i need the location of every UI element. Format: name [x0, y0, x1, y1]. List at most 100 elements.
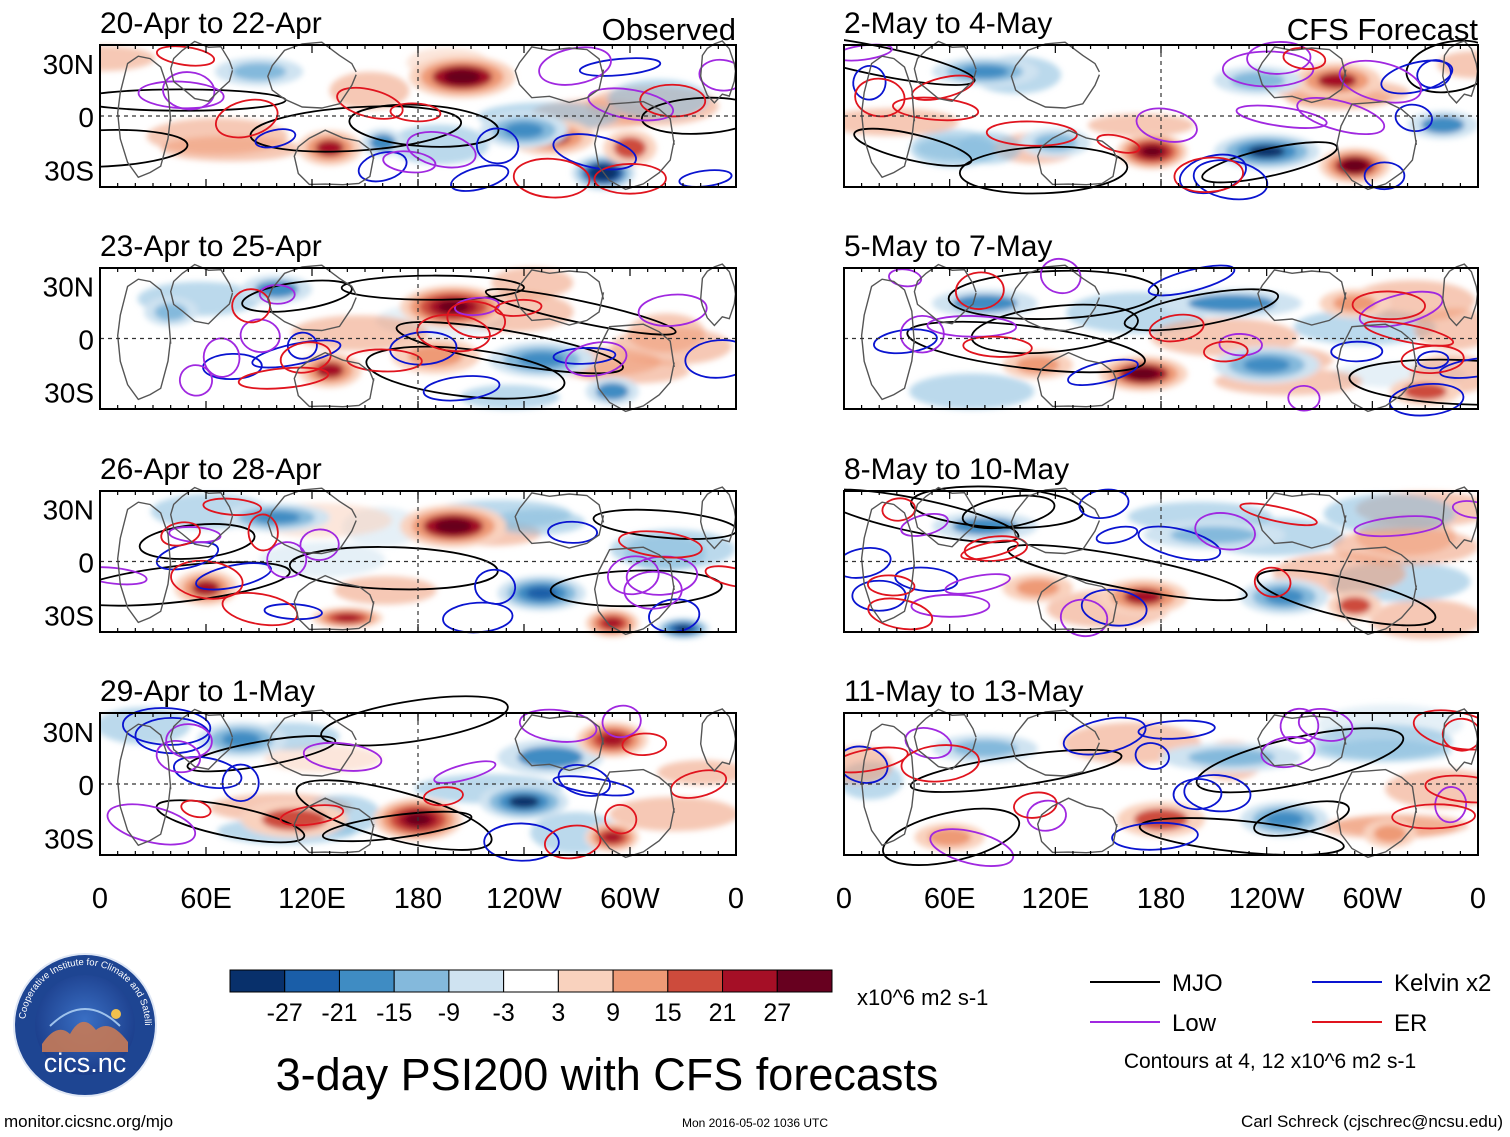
coastline: [860, 55, 916, 179]
contour-low: [1246, 41, 1312, 75]
contour-kelvin: [1095, 525, 1139, 545]
contour-kelvin: [1363, 161, 1406, 191]
panel-date-label: 8-May to 10-May: [844, 453, 1069, 486]
contour-low: [888, 268, 923, 288]
coastline: [593, 546, 675, 636]
coastlines: [116, 708, 736, 859]
y-tick-label: 30N: [43, 49, 94, 80]
contour-er: [618, 530, 703, 559]
colorbar-tick-label: 21: [709, 999, 737, 1027]
colorbar-swatch: [229, 969, 286, 993]
coastline: [267, 41, 357, 109]
colorbar-tick-label: -3: [493, 999, 515, 1027]
coastline: [1036, 797, 1118, 854]
contour-er: [1173, 156, 1244, 194]
contour-er: [1424, 774, 1478, 804]
contour-low: [1279, 707, 1320, 745]
contour-kelvin: [195, 562, 272, 591]
coastline: [1257, 46, 1347, 104]
psi-anomaly-bg: [333, 576, 437, 605]
contour-kelvin: [286, 331, 318, 360]
colorbar: -27 -21 -15 -9 -3 3 9 15 21 27: [229, 969, 833, 1027]
contour-er: [985, 120, 1078, 147]
psi-anomaly: [1230, 71, 1285, 90]
coastline: [1010, 709, 1101, 777]
colorbar-swatch: [284, 969, 340, 993]
contour-low: [1218, 333, 1263, 357]
contours: [178, 274, 736, 402]
coastline: [169, 263, 234, 325]
contour-kelvin: [122, 707, 212, 746]
footer-url[interactable]: monitor.cicsnc.org/mjo: [4, 1112, 173, 1131]
panel-date-label: 11-May to 13-May: [844, 675, 1084, 708]
x-tick-label: 0: [836, 883, 852, 915]
contour-low: [433, 760, 497, 784]
contour-low: [1235, 104, 1328, 129]
y-tick-label: 30N: [43, 717, 94, 748]
contour-low: [944, 573, 1011, 595]
x-tick-label: 120E: [1021, 883, 1089, 915]
x-tick-label: 180: [394, 883, 442, 915]
x-tick-label: 120W: [1229, 883, 1305, 915]
psi-anomaly: [1248, 145, 1286, 158]
contour-er: [1013, 791, 1058, 819]
psi-anomaly-bg: [844, 108, 959, 136]
contour-kelvin: [552, 347, 617, 365]
psi-anomaly: [1317, 72, 1357, 89]
contour-mjo: [1253, 800, 1350, 837]
psi-anomaly-bg: [459, 384, 560, 410]
footer-timestamp: Mon 2016-05-02 1036 UTC: [682, 1116, 828, 1130]
contour-low: [299, 528, 340, 561]
contour-low: [1353, 515, 1443, 538]
y-tick-label: 30N: [43, 272, 94, 303]
colorbar-tick-label: -21: [321, 999, 357, 1027]
contour-er: [544, 824, 602, 860]
psi-anomaly-bg: [100, 45, 156, 72]
colorbar-swatch: [557, 969, 614, 993]
map-panel: 29-Apr to 1-May: [99, 675, 737, 862]
x-tick-label: 60W: [1343, 883, 1403, 915]
psi-anomaly-bg: [1369, 599, 1478, 640]
coastline: [1257, 269, 1347, 326]
contour-kelvin: [873, 328, 938, 355]
coastline: [293, 574, 375, 631]
contour-mjo: [909, 748, 1123, 793]
contour-low: [564, 341, 628, 377]
contour-er: [1253, 566, 1292, 598]
psi-anomaly: [961, 65, 1009, 78]
coastline: [593, 323, 675, 413]
coastline: [913, 263, 977, 325]
legend-label: Kelvin x2: [1394, 970, 1491, 997]
psi-anomaly: [254, 280, 299, 298]
x-tick-label: 180: [1137, 883, 1185, 915]
contour-low: [623, 570, 683, 610]
psi-anomaly: [603, 832, 622, 843]
psi-anomaly: [1373, 824, 1407, 843]
contour-er: [962, 335, 1033, 358]
contour-kelvin: [251, 339, 342, 369]
psi-anomaly-bg: [657, 760, 736, 785]
contour-mjo: [321, 810, 473, 843]
contour-low: [518, 708, 598, 743]
contour-mjo: [640, 96, 736, 135]
coastline: [1442, 486, 1478, 550]
y-tick-label: 0: [78, 102, 94, 133]
contour-low: [698, 58, 736, 92]
contour-er: [892, 96, 980, 122]
psi-anomaly: [517, 746, 584, 769]
coastline: [1010, 41, 1101, 109]
contour-mjo: [958, 145, 1129, 195]
coastline: [699, 263, 736, 327]
psi-anomaly: [231, 62, 287, 81]
colorbar-swatch: [393, 969, 450, 993]
contour-low: [155, 740, 202, 774]
psi-anomaly: [191, 580, 221, 596]
contours: [100, 497, 736, 634]
contours: [873, 257, 1478, 417]
legend-label: MJO: [1172, 970, 1223, 997]
contour-kelvin: [1172, 778, 1223, 811]
contour-er: [866, 574, 916, 597]
contour-kelvin: [1078, 488, 1130, 519]
contour-low: [162, 71, 216, 111]
contour-kelvin: [173, 755, 243, 789]
